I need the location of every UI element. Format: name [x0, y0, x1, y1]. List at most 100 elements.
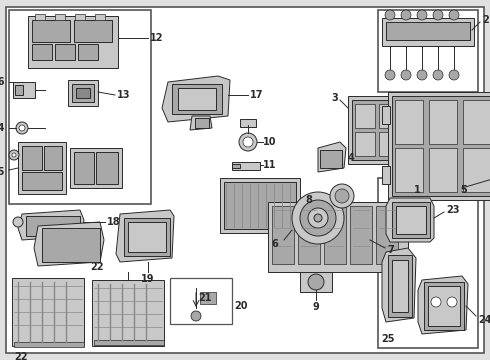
- Circle shape: [417, 10, 427, 20]
- Bar: [55, 44, 75, 60]
- Bar: [14, 342, 84, 347]
- Circle shape: [19, 125, 25, 131]
- Text: 12: 12: [150, 33, 164, 43]
- Bar: [178, 88, 216, 110]
- Bar: [292, 214, 302, 222]
- Bar: [240, 119, 256, 127]
- Bar: [94, 340, 164, 345]
- Text: 5: 5: [460, 185, 467, 195]
- Circle shape: [300, 200, 336, 236]
- Polygon shape: [190, 116, 212, 130]
- Text: 22: 22: [14, 352, 27, 360]
- Bar: [395, 100, 423, 144]
- Circle shape: [308, 274, 324, 290]
- Bar: [386, 22, 470, 40]
- Bar: [96, 152, 118, 184]
- Circle shape: [385, 10, 395, 20]
- Bar: [70, 148, 122, 188]
- Circle shape: [449, 10, 459, 20]
- Bar: [388, 255, 412, 317]
- Text: 20: 20: [234, 301, 247, 311]
- Bar: [9, 10, 151, 204]
- Bar: [392, 260, 408, 312]
- Bar: [232, 162, 260, 170]
- Bar: [220, 178, 300, 233]
- Bar: [35, 14, 45, 20]
- Bar: [12, 278, 84, 346]
- Bar: [42, 228, 100, 262]
- Circle shape: [335, 189, 349, 203]
- Text: 25: 25: [381, 334, 395, 344]
- Bar: [95, 14, 105, 20]
- Polygon shape: [18, 210, 84, 240]
- Bar: [392, 202, 430, 238]
- Text: 19: 19: [141, 274, 155, 284]
- Bar: [32, 20, 70, 42]
- Bar: [378, 178, 478, 348]
- Bar: [18, 142, 66, 194]
- Text: 16: 16: [0, 77, 5, 87]
- Text: 10: 10: [263, 137, 276, 147]
- Bar: [74, 20, 112, 42]
- Text: 2: 2: [482, 15, 489, 25]
- Polygon shape: [162, 76, 230, 122]
- Polygon shape: [386, 198, 434, 242]
- Bar: [355, 132, 375, 156]
- Polygon shape: [418, 276, 468, 334]
- Text: 22: 22: [90, 262, 103, 272]
- Bar: [388, 92, 490, 200]
- Bar: [344, 214, 354, 222]
- Circle shape: [243, 137, 253, 147]
- Bar: [382, 106, 390, 124]
- Bar: [463, 148, 490, 192]
- Bar: [272, 206, 294, 264]
- Bar: [170, 278, 232, 324]
- Bar: [324, 206, 346, 264]
- Bar: [379, 104, 399, 128]
- Text: 23: 23: [446, 205, 460, 215]
- Bar: [376, 206, 398, 264]
- Text: 6: 6: [271, 239, 278, 249]
- Bar: [195, 118, 209, 128]
- Bar: [26, 216, 80, 236]
- Text: 8: 8: [305, 195, 312, 205]
- Bar: [298, 206, 320, 264]
- Text: 21: 21: [198, 293, 212, 303]
- Bar: [75, 14, 85, 20]
- Bar: [382, 166, 390, 184]
- Circle shape: [433, 70, 443, 80]
- Circle shape: [314, 214, 322, 222]
- Bar: [44, 146, 62, 170]
- Circle shape: [16, 122, 28, 134]
- Bar: [379, 132, 399, 156]
- Polygon shape: [318, 142, 346, 172]
- Text: 4: 4: [348, 153, 355, 163]
- Bar: [28, 16, 118, 68]
- Polygon shape: [34, 222, 104, 266]
- Bar: [124, 218, 170, 256]
- Bar: [200, 292, 216, 304]
- Bar: [32, 44, 52, 60]
- Polygon shape: [382, 248, 416, 322]
- Circle shape: [401, 70, 411, 80]
- Text: 11: 11: [263, 160, 276, 170]
- Text: 7: 7: [387, 245, 394, 255]
- Text: 17: 17: [250, 90, 264, 100]
- Bar: [463, 100, 490, 144]
- Bar: [429, 148, 457, 192]
- Bar: [232, 164, 240, 168]
- Circle shape: [385, 70, 395, 80]
- Bar: [320, 150, 342, 168]
- Circle shape: [191, 311, 201, 321]
- Bar: [224, 182, 296, 229]
- Bar: [429, 100, 457, 144]
- Bar: [428, 286, 460, 326]
- Text: 14: 14: [0, 123, 5, 133]
- Bar: [172, 84, 222, 114]
- Circle shape: [9, 150, 19, 160]
- Bar: [348, 96, 433, 164]
- Circle shape: [447, 297, 457, 307]
- Circle shape: [239, 133, 257, 151]
- Bar: [268, 202, 408, 272]
- Circle shape: [330, 184, 354, 208]
